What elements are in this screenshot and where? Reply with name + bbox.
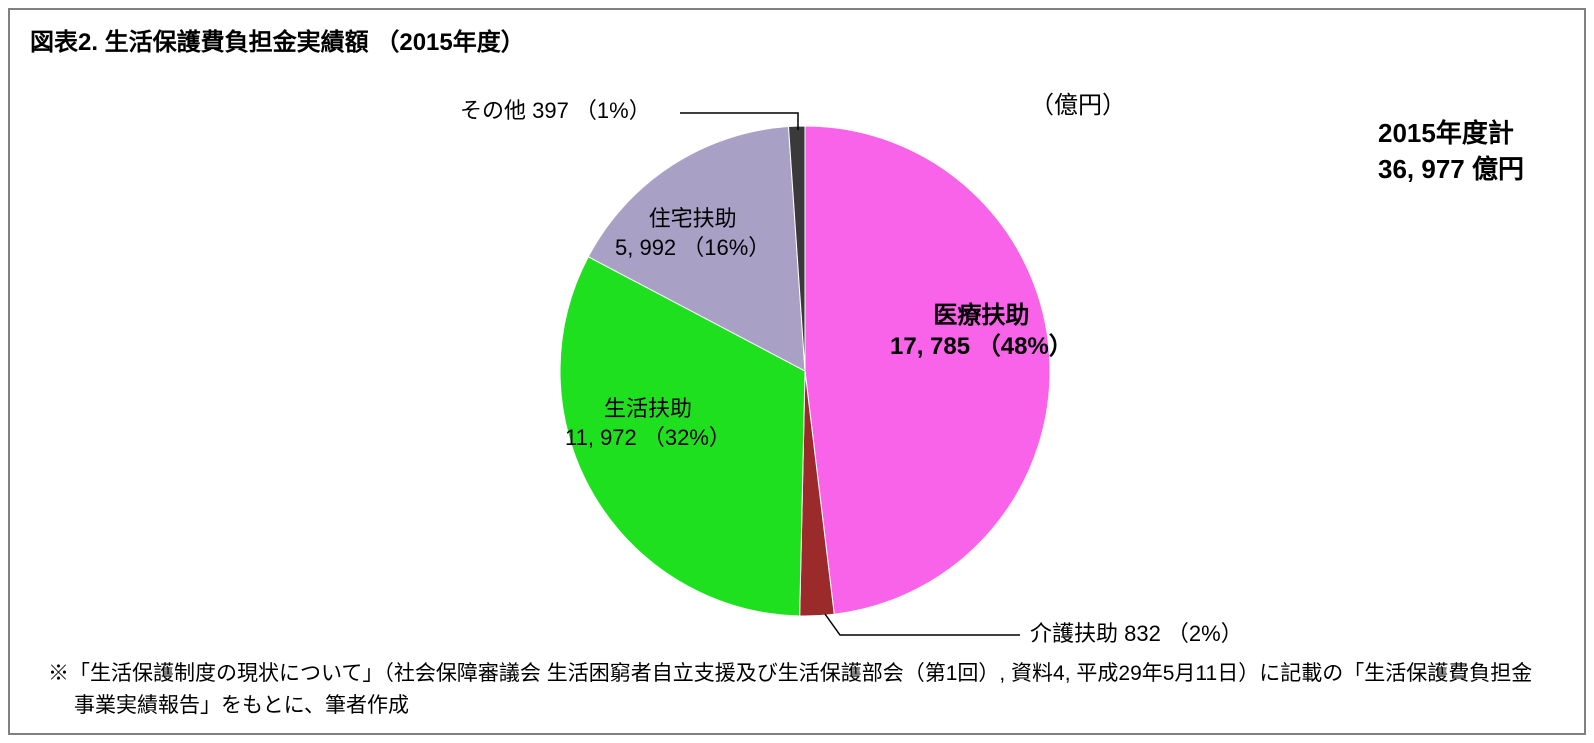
- label-jutaku: 住宅扶助 5, 992 （16%）: [615, 205, 770, 262]
- label-other: その他 397 （1%）: [460, 97, 651, 126]
- chart-title: 図表2. 生活保護費負担金実績額 （2015年度）: [30, 22, 525, 57]
- total-line1: 2015年度計: [1378, 115, 1524, 151]
- pie-chart: [560, 126, 1050, 616]
- total-label: 2015年度計 36, 977 億円: [1378, 115, 1524, 188]
- chart-container: 図表2. 生活保護費負担金実績額 （2015年度） （億円） 2015年度計 3…: [8, 8, 1586, 735]
- total-line2: 36, 977 億円: [1378, 151, 1524, 187]
- slice-医療扶助: [805, 126, 1050, 614]
- label-seikatsu: 生活扶助 11, 972 （32%）: [565, 395, 731, 452]
- unit-label: （億円）: [1030, 85, 1126, 120]
- pie-slices: [560, 126, 1050, 616]
- leader-kaigo: [825, 614, 1020, 635]
- footnote: ※「生活保護制度の現状について」（社会保障審議会 生活困窮者自立支援及び生活保護…: [48, 658, 1549, 721]
- label-medical: 医療扶助 17, 785 （48%）: [890, 300, 1073, 362]
- label-kaigo: 介護扶助 832 （2%）: [1030, 620, 1243, 649]
